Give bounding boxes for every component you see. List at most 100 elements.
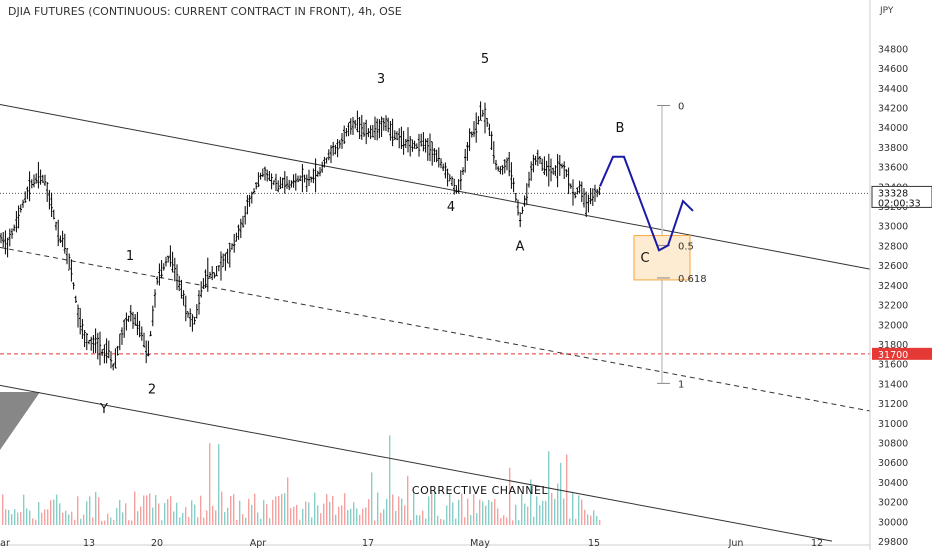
volume-bar: [437, 515, 439, 525]
volume-bar: [542, 500, 544, 525]
x-tick-label: 17: [362, 538, 374, 549]
volume-bar: [227, 507, 229, 525]
volume-bar: [110, 517, 112, 525]
volume-bar: [440, 518, 442, 525]
channel-line-1[interactable]: [0, 104, 871, 270]
volume-bar: [536, 496, 538, 525]
volume-bar: [419, 515, 421, 525]
volume-bar: [92, 517, 94, 525]
volume-bar: [281, 494, 283, 525]
volume-bar: [128, 520, 130, 525]
volume-bar: [362, 508, 364, 525]
corrective-channel-annotation: CORRECTIVE CHANNEL: [412, 484, 549, 497]
volume-bar: [206, 510, 208, 525]
volume-bar: [167, 499, 169, 525]
volume-bar: [215, 510, 217, 525]
y-tick-label: 31000: [878, 419, 908, 430]
volume-bar: [599, 520, 601, 525]
volume-bar: [185, 507, 187, 525]
y-tick-label: 34400: [878, 84, 908, 95]
volume-bar: [344, 493, 346, 525]
volume-bar: [359, 514, 361, 525]
volume-bar: [446, 505, 448, 525]
price-axis[interactable]: [870, 0, 932, 550]
volume-bar: [68, 514, 70, 525]
volume-bar: [56, 494, 58, 525]
last-price-value: 33328: [878, 188, 908, 199]
volume-bar: [107, 513, 109, 525]
volume-bar: [203, 517, 205, 525]
volume-bar: [296, 504, 298, 525]
volume-bar: [389, 435, 391, 525]
volume-bar: [242, 514, 244, 525]
volume-bar: [275, 496, 277, 525]
volume-bar: [467, 498, 469, 525]
volume-bar: [347, 510, 349, 525]
fib-zone-box[interactable]: [633, 235, 691, 281]
volume-bar: [569, 518, 571, 525]
volume-bar: [209, 443, 211, 525]
volume-bar: [482, 501, 484, 525]
volume-bar: [329, 502, 331, 525]
level-badge: [872, 347, 932, 360]
volume-bar: [95, 491, 97, 525]
channel-line-2[interactable]: [0, 246, 871, 412]
volume-bar: [266, 504, 268, 525]
channel-line-3[interactable]: [0, 384, 833, 542]
y-tick-label: 31200: [878, 399, 908, 410]
volume-bar: [551, 492, 553, 525]
last-price-badge: [871, 185, 932, 208]
wave-label-b: B: [616, 121, 625, 136]
x-tick-label: Apr: [250, 538, 267, 549]
volume-bar: [200, 495, 202, 525]
fib-level-label: 0: [678, 102, 684, 113]
volume-bar: [224, 512, 226, 525]
wave-label-4: 4: [447, 200, 455, 215]
volume-bar: [236, 519, 238, 525]
volume-bar: [335, 514, 337, 525]
volume-bar: [251, 504, 253, 525]
volume-bar: [443, 519, 445, 525]
toolbar-arrow-icon[interactable]: [0, 392, 40, 450]
fib-level-label: 0.618: [678, 274, 707, 285]
x-tick-label: Jun: [728, 538, 744, 549]
volume-bar: [470, 515, 472, 525]
volume-bar: [497, 508, 499, 525]
volume-bar: [353, 502, 355, 525]
volume-bar: [365, 507, 367, 525]
volume-bar: [488, 499, 490, 525]
volume-bar: [392, 494, 394, 525]
level-value: 31700: [878, 350, 908, 361]
volume-bar: [311, 517, 313, 525]
volume-bar: [143, 495, 145, 525]
projection-path[interactable]: [599, 155, 694, 252]
volume-bar: [221, 491, 223, 525]
volume-bar: [47, 509, 49, 525]
volume-bar: [170, 496, 172, 525]
volume-bar: [317, 505, 319, 525]
volume-bar: [368, 499, 370, 525]
volume-bar: [38, 502, 40, 525]
fib-level-label: 0.5: [678, 241, 694, 252]
volume-bar: [458, 499, 460, 525]
volume-bar: [272, 499, 274, 525]
volume-bar: [515, 504, 517, 525]
volume-bar: [71, 511, 73, 525]
volume-bar: [8, 509, 10, 525]
volume-bar: [383, 509, 385, 525]
volume-bar: [188, 516, 190, 525]
volume-bar: [53, 499, 55, 525]
volume-bar: [476, 513, 478, 525]
y-tick-label: 30000: [878, 517, 908, 528]
volume-bar: [11, 514, 13, 525]
volume-bar: [563, 498, 565, 525]
volume-bar: [44, 509, 46, 525]
volume-bar: [98, 497, 100, 525]
volume-bar: [416, 515, 418, 525]
volume-bar: [578, 495, 580, 525]
volume-bar: [539, 505, 541, 525]
volume-bar: [239, 500, 241, 525]
volume-bar: [596, 515, 598, 525]
